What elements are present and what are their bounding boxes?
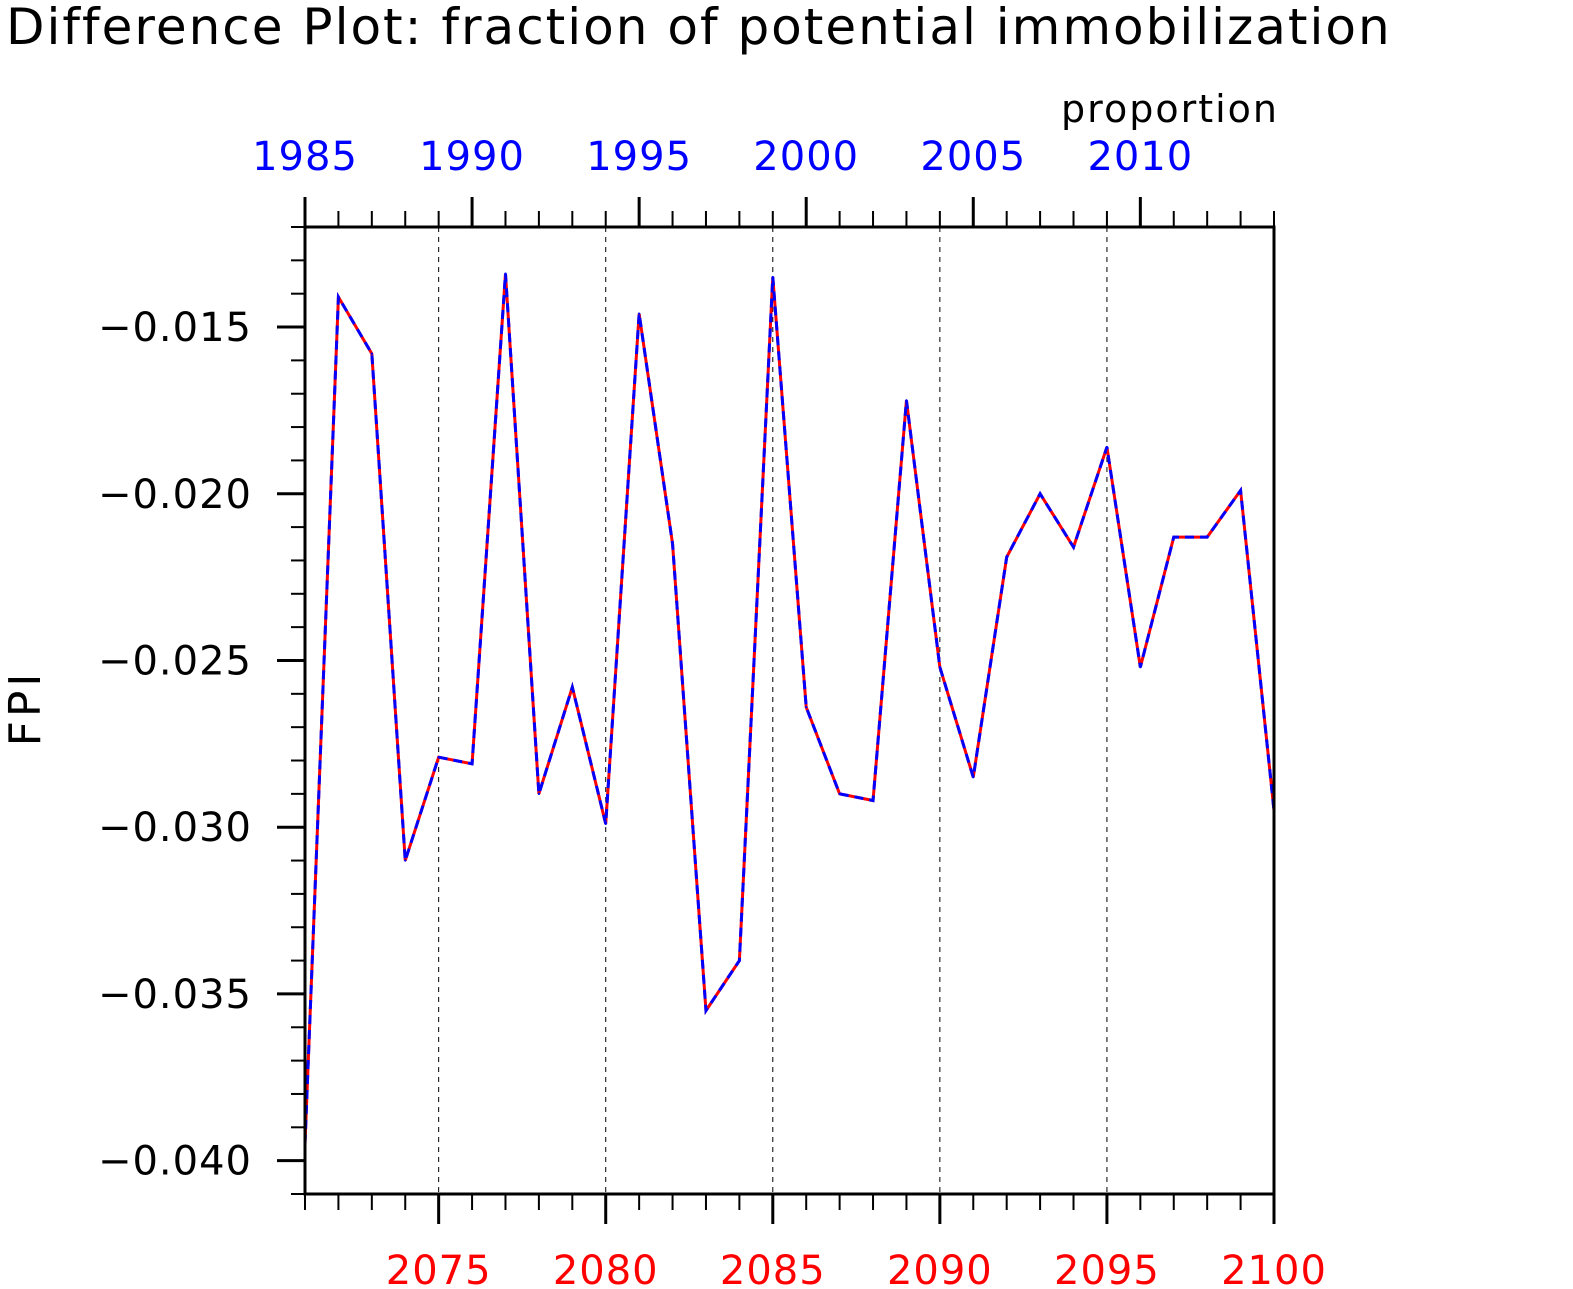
data-point-2099 <box>1239 489 1242 492</box>
top-axis-label: 1995 <box>586 134 692 180</box>
series-line-dashed-0 <box>303 273 1276 1145</box>
y-tick-label: −0.015 <box>98 305 252 351</box>
data-point-2095 <box>1105 445 1109 449</box>
data-point-2079 <box>571 685 574 689</box>
y-tick-label: −0.020 <box>98 472 252 518</box>
bottom-axis-label: 2100 <box>1221 1248 1327 1289</box>
y-axis-label: FPI <box>0 670 51 747</box>
y-tick-label: −0.040 <box>98 1139 252 1185</box>
data-point-2080 <box>604 822 607 826</box>
plot-frame <box>303 225 1276 1196</box>
data-point-2098 <box>1205 535 1209 539</box>
bottom-axis-label: 2085 <box>720 1248 826 1289</box>
data-point-2081 <box>637 312 641 315</box>
grid-lines <box>438 227 1108 1194</box>
y-tick-label: −0.030 <box>98 805 252 851</box>
data-point-2085 <box>771 275 774 279</box>
data-point-2094 <box>1072 545 1075 549</box>
data-point-2096 <box>1139 665 1142 669</box>
data-point-2092 <box>1005 555 1008 559</box>
series-layer <box>303 272 1276 1146</box>
y-tick-label: −0.025 <box>98 638 252 684</box>
units-label: proportion <box>1061 87 1279 131</box>
data-point-2088 <box>871 799 875 802</box>
data-point-2086 <box>805 705 808 709</box>
data-point-2073 <box>370 352 374 355</box>
top-axis-label: 2005 <box>920 134 1026 180</box>
data-point-2077 <box>504 272 507 275</box>
data-point-2083 <box>704 1009 708 1012</box>
axis-ticks <box>277 197 1276 1224</box>
bottom-axis-label: 2095 <box>1054 1248 1160 1289</box>
top-axis-label: 2000 <box>753 134 859 180</box>
series-line-solid-0 <box>303 273 1276 1145</box>
top-axis-label: 1990 <box>419 134 525 180</box>
data-point-2074 <box>404 859 407 862</box>
tick-labels: −0.040 −0.035 −0.030 −0.025 −0.020 −0.015 2075… <box>98 134 1327 1289</box>
data-point-2076 <box>470 762 474 766</box>
data-point-2075 <box>437 755 440 759</box>
data-point-2090 <box>938 665 942 669</box>
data-point-2087 <box>838 792 841 796</box>
data-point-2084 <box>738 959 741 962</box>
bottom-axis-label: 2075 <box>386 1248 492 1289</box>
y-tick-label: −0.035 <box>98 972 252 1018</box>
data-point-2093 <box>1038 492 1042 495</box>
data-point-2089 <box>905 399 908 402</box>
top-axis-label: 1985 <box>252 134 358 180</box>
data-point-2091 <box>972 775 975 779</box>
data-point-2078 <box>537 792 541 796</box>
chart-title: Difference Plot: fraction of potential i… <box>6 0 1392 56</box>
bottom-axis-label: 2080 <box>553 1248 659 1289</box>
data-point-2072 <box>337 295 340 299</box>
top-axis-label: 2010 <box>1087 134 1193 180</box>
bottom-axis-label: 2090 <box>887 1248 993 1289</box>
data-point-2082 <box>671 542 674 545</box>
data-point-2097 <box>1172 535 1175 539</box>
